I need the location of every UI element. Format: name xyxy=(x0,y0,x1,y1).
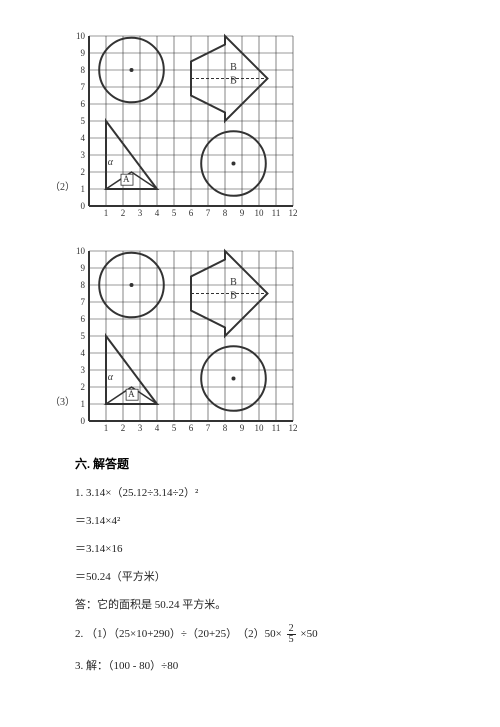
svg-text:7: 7 xyxy=(206,423,211,433)
svg-text:A: A xyxy=(123,174,130,184)
svg-text:8: 8 xyxy=(223,423,228,433)
svg-text:0: 0 xyxy=(81,416,86,426)
svg-text:4: 4 xyxy=(155,208,160,218)
svg-text:9: 9 xyxy=(81,263,86,273)
svg-text:3: 3 xyxy=(138,423,143,433)
svg-text:7: 7 xyxy=(206,208,211,218)
svg-text:9: 9 xyxy=(81,48,86,58)
answer-1-line-1: 1. 3.14×（25.12÷3.14÷2）² xyxy=(75,484,500,500)
svg-text:B: B xyxy=(230,277,237,288)
svg-text:B: B xyxy=(230,76,237,87)
answer-1-line-5: 答：它的面积是 50.24 平方米。 xyxy=(75,596,500,612)
svg-text:5: 5 xyxy=(172,208,177,218)
svg-text:10: 10 xyxy=(255,423,265,433)
svg-text:α: α xyxy=(108,157,114,168)
answer-2-line: 2. （1）（25×10+290）÷（20+25） （2）50× 2 5 ×50 xyxy=(75,624,500,645)
diagram-2: （2） 123456789101112012345678910BBAα xyxy=(75,20,500,220)
svg-text:7: 7 xyxy=(81,297,86,307)
svg-text:8: 8 xyxy=(81,280,86,290)
svg-text:10: 10 xyxy=(255,208,265,218)
answer-2-post: ×50 xyxy=(300,628,317,640)
svg-text:2: 2 xyxy=(81,382,86,392)
svg-text:3: 3 xyxy=(81,150,86,160)
svg-text:1: 1 xyxy=(104,208,109,218)
svg-text:11: 11 xyxy=(272,423,281,433)
svg-text:A: A xyxy=(128,389,135,399)
svg-text:1: 1 xyxy=(81,399,86,409)
svg-text:α: α xyxy=(108,372,114,383)
diagram-3-label: （3） xyxy=(50,393,75,408)
svg-text:6: 6 xyxy=(81,99,86,109)
svg-text:B: B xyxy=(230,62,237,73)
svg-text:11: 11 xyxy=(272,208,281,218)
svg-text:2: 2 xyxy=(121,423,126,433)
svg-text:4: 4 xyxy=(81,133,86,143)
answer-3-line: 3. 解：（100 - 80）÷80 xyxy=(75,657,500,673)
svg-text:3: 3 xyxy=(138,208,143,218)
fraction-2-5: 2 5 xyxy=(287,624,296,645)
svg-text:B: B xyxy=(230,291,237,302)
svg-text:5: 5 xyxy=(172,423,177,433)
svg-text:8: 8 xyxy=(81,65,86,75)
svg-text:0: 0 xyxy=(81,201,86,211)
diagram-3: （3） 123456789101112012345678910BBAα xyxy=(75,235,500,435)
svg-text:8: 8 xyxy=(223,208,228,218)
svg-text:12: 12 xyxy=(289,208,298,218)
svg-text:10: 10 xyxy=(76,246,86,256)
answer-1-line-4: ＝50.24（平方米） xyxy=(75,568,500,584)
answer-1-line-2: ＝3.14×4² xyxy=(75,512,500,528)
grid-diagram-3: 123456789101112012345678910BBAα xyxy=(75,235,310,435)
svg-text:1: 1 xyxy=(81,184,86,194)
section-title: 六. 解答题 xyxy=(75,455,500,472)
answer-2-pre: 2. （1）（25×10+290）÷（20+25） （2）50× xyxy=(75,628,282,640)
svg-text:2: 2 xyxy=(121,208,126,218)
svg-text:4: 4 xyxy=(81,348,86,358)
svg-text:10: 10 xyxy=(76,31,86,41)
diagram-2-label: （2） xyxy=(50,178,75,193)
svg-text:6: 6 xyxy=(189,208,194,218)
answer-1-line-3: ＝3.14×16 xyxy=(75,540,500,556)
svg-text:6: 6 xyxy=(189,423,194,433)
svg-text:5: 5 xyxy=(81,116,86,126)
svg-text:6: 6 xyxy=(81,314,86,324)
svg-text:5: 5 xyxy=(81,331,86,341)
fraction-denominator: 5 xyxy=(287,635,296,645)
grid-diagram-2: 123456789101112012345678910BBAα xyxy=(75,20,310,220)
svg-text:1: 1 xyxy=(104,423,109,433)
svg-text:12: 12 xyxy=(289,423,298,433)
svg-text:3: 3 xyxy=(81,365,86,375)
svg-text:7: 7 xyxy=(81,82,86,92)
svg-text:9: 9 xyxy=(240,208,245,218)
svg-text:4: 4 xyxy=(155,423,160,433)
svg-text:2: 2 xyxy=(81,167,86,177)
svg-text:9: 9 xyxy=(240,423,245,433)
